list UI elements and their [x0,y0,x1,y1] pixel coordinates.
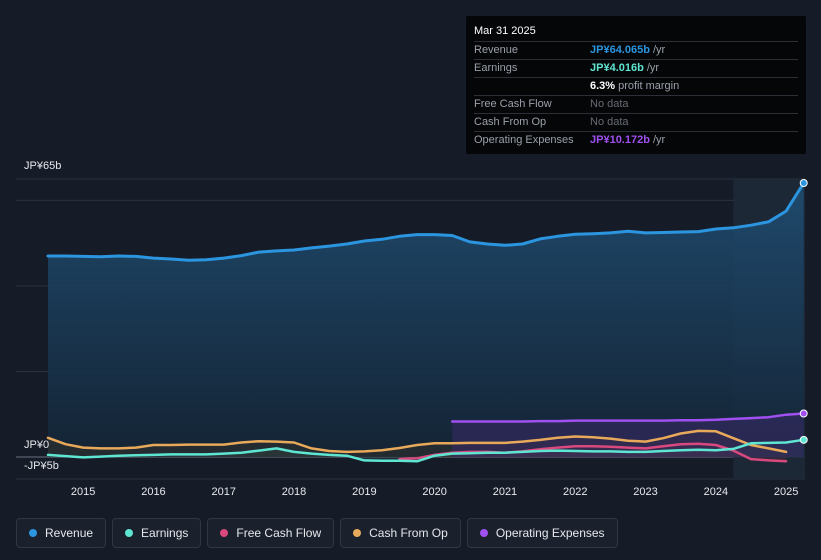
earnings-line [46,438,805,463]
legend-dot-icon [479,529,488,537]
operating-expenses-end-marker [799,409,808,418]
tooltip-row-unit: /yr [652,134,666,146]
legend-label: Earnings [141,526,189,540]
tooltip-row: Revenue JP¥64.065b/yr [474,42,798,60]
revenue-line [46,181,806,262]
legend: Revenue Earnings Free Cash Flow Cash From O… [16,518,618,548]
tooltip-row: Cash From Op No data [474,114,798,132]
x-tick-label: 2023 [633,486,657,498]
revenue-area [48,183,804,457]
x-tick-label: 2021 [493,486,517,498]
tooltip-row-unit: profit margin [618,80,680,92]
tooltip-row-unit: /yr [646,62,660,74]
legend-label: Free Cash Flow [236,526,322,540]
revenue-end-marker [799,178,808,187]
tooltip-row-label: Free Cash Flow [474,98,552,110]
tooltip-row-label [474,78,590,95]
legend-item-operating-expenses[interactable]: Operating Expenses [466,518,618,548]
legend-item-earnings[interactable]: Earnings [112,518,202,548]
tooltip-row-value: JP¥10.172b [590,134,650,146]
x-tick-label: 2018 [282,486,306,498]
legend-dot-icon [125,529,134,537]
tooltip-row-label: Operating Expenses [474,134,574,146]
tooltip-row-value: JP¥4.016b [590,62,644,74]
tooltip-row: Operating Expenses JP¥10.172b/yr [474,132,798,149]
x-tick-label: 2025 [774,486,798,498]
legend-item-free-cash-flow[interactable]: Free Cash Flow [207,518,335,548]
x-tick-label: 2019 [352,486,376,498]
tooltip-row: Free Cash Flow No data [474,96,798,114]
x-tick-label: 2016 [141,486,165,498]
legend-dot-icon [220,529,229,537]
operating-expenses-line [450,412,805,423]
tooltip-panel: Mar 31 2025 Revenue JP¥64.065b/yr Earnings… [466,16,806,154]
tooltip-row-unit: /yr [652,44,666,56]
cash-from-op-line [46,429,788,454]
x-tick-label: 2022 [563,486,587,498]
tooltip-row: 6.3% profit margin [474,78,798,96]
tooltip-row: Earnings JP¥4.016b/yr [474,60,798,78]
x-tick-label: 2015 [71,486,95,498]
tooltip-date: Mar 31 2025 [474,23,798,42]
tooltip-row-label: Earnings [474,62,518,74]
x-tick-label: 2017 [212,486,236,498]
y-axis-neg-label: -JP¥5b [24,460,59,472]
legend-label: Operating Expenses [495,526,605,540]
legend-dot-icon [353,529,362,537]
tooltip-row-value: 6.3% [590,80,616,92]
legend-item-cash-from-op[interactable]: Cash From Op [340,518,461,548]
legend-item-revenue[interactable]: Revenue [16,518,107,548]
tooltip-row-value: No data [590,116,629,128]
tooltip-row-label: Revenue [474,44,519,56]
earnings-end-marker [799,435,808,444]
x-tick-label: 2024 [704,486,728,498]
x-tick-label: 2020 [422,486,446,498]
tooltip-row-value: No data [590,98,629,110]
y-axis-top-label: JP¥65b [24,160,62,172]
y-axis-zero-label: JP¥0 [24,439,50,451]
legend-label: Revenue [45,526,94,540]
tooltip-row-label: Cash From Op [474,116,547,128]
legend-dot-icon [29,529,37,537]
legend-label: Cash From Op [369,526,448,540]
tooltip-row-value: JP¥64.065b [590,44,650,56]
